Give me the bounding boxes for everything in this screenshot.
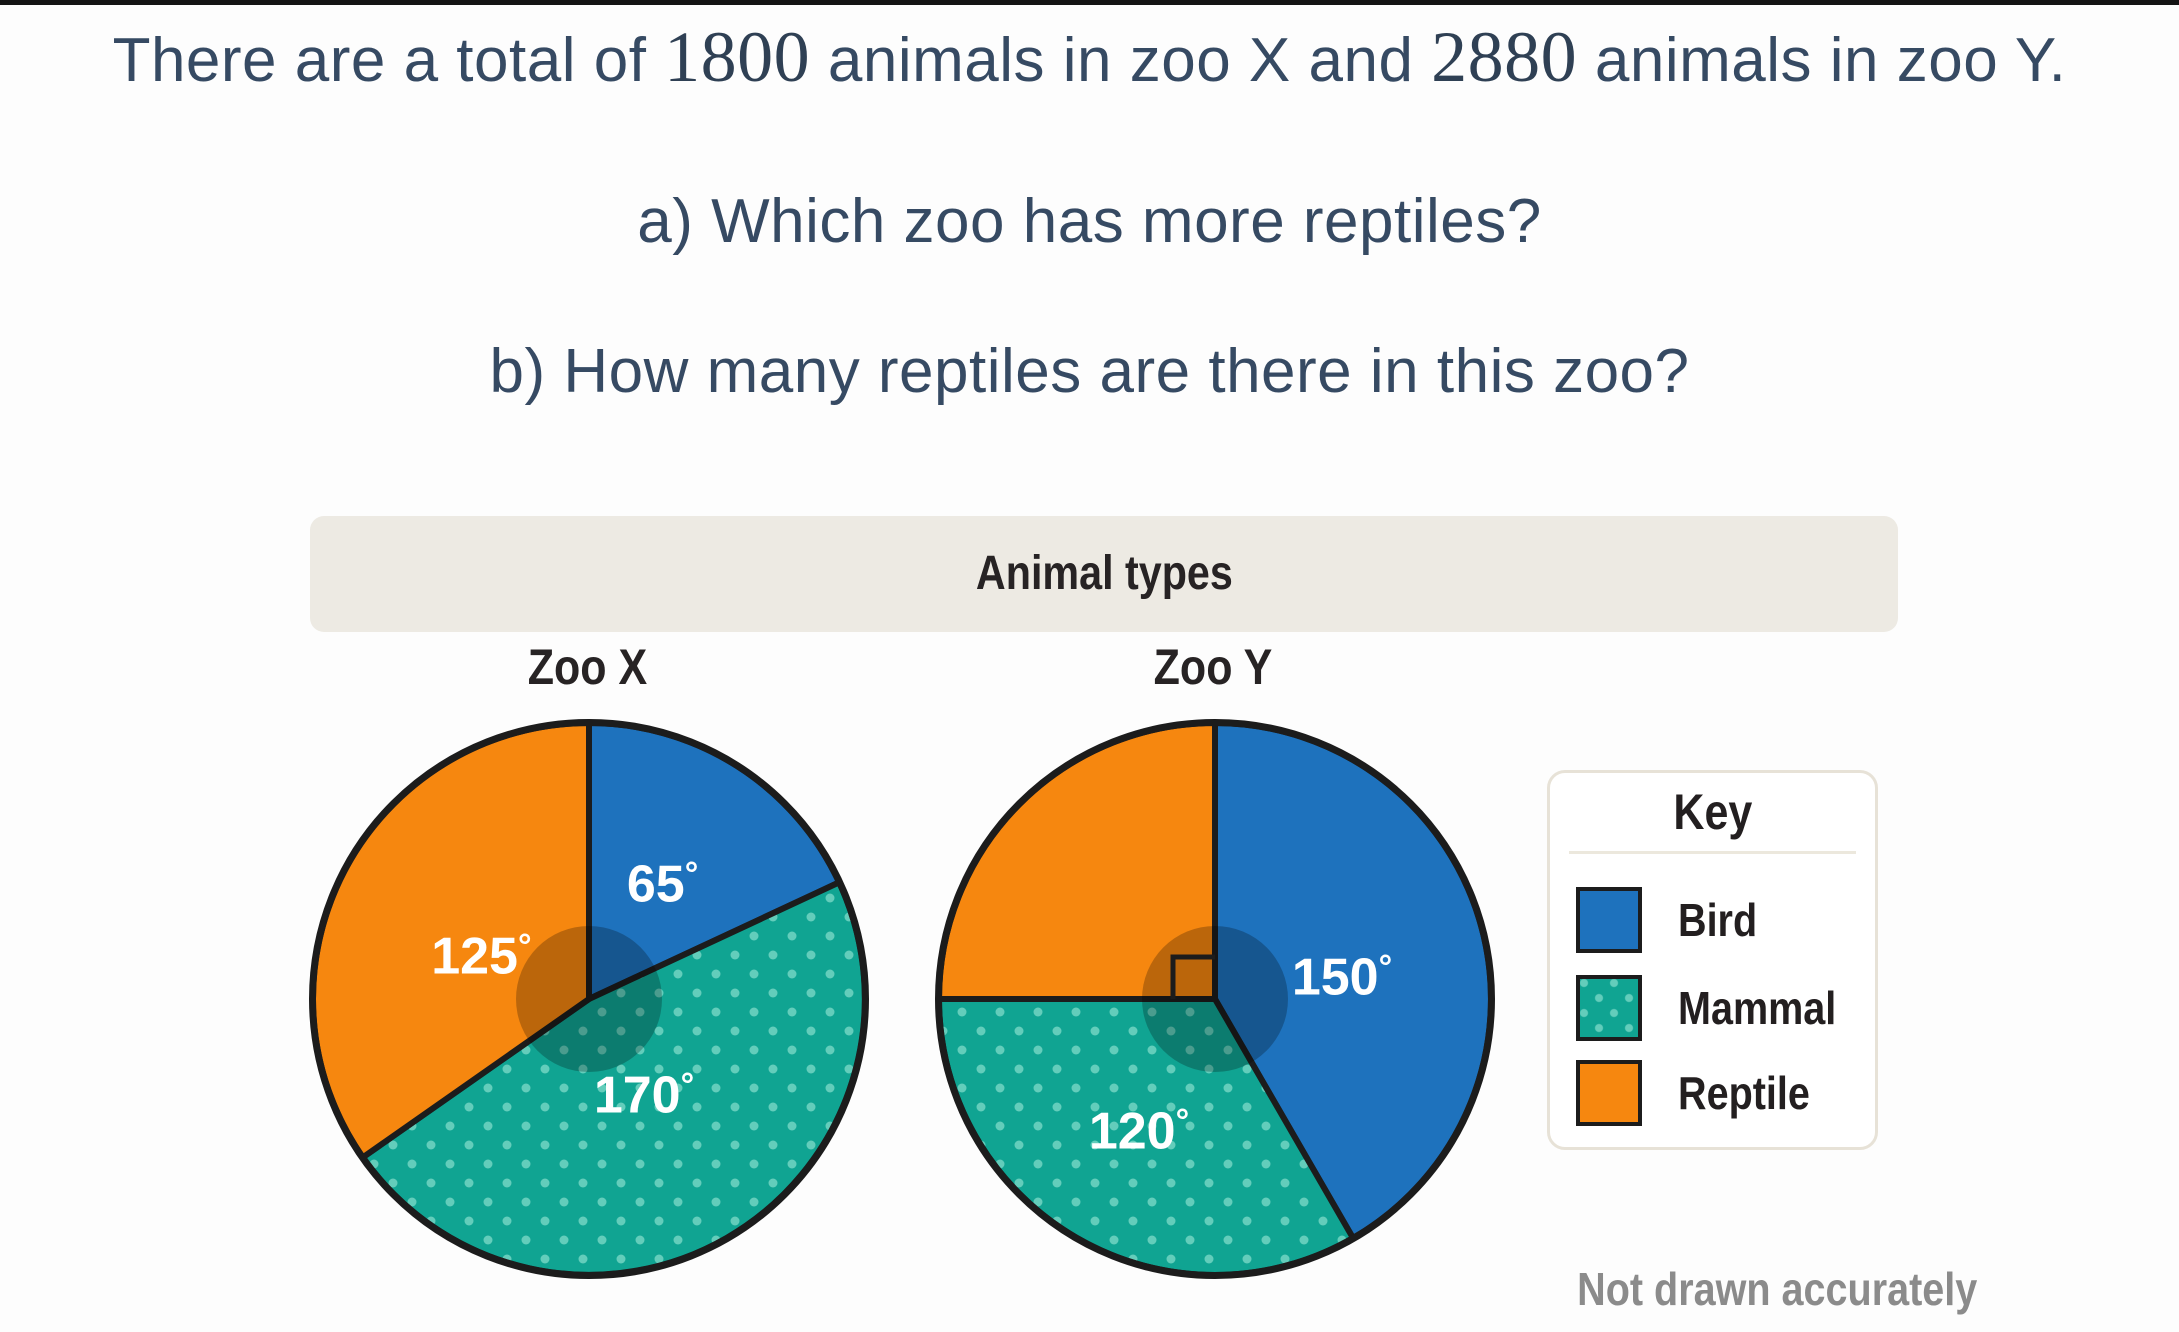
slice-angle-label-mammal: 170° [594, 1066, 694, 1124]
question-a: a) Which zoo has more reptiles? [637, 187, 1542, 256]
pie-title-zoo-y: Zoo Y [1153, 639, 1273, 695]
intro-text: There are a total of 1800 animals in zoo… [0, 16, 2179, 99]
mammal-label: Mammal [1678, 982, 1837, 1034]
pie-title-zoo-x: Zoo X [527, 639, 647, 695]
pie-chart-zoo-x: 65° 170° 125° [309, 719, 869, 1279]
pie-chart-zoo-y: 150° 120° [935, 719, 1495, 1279]
question-b: b) How many reptiles are there in this z… [489, 337, 1690, 406]
mammal-swatch [1576, 975, 1642, 1041]
legend-row-bird: Bird [1576, 887, 1770, 953]
slice-angle-label-bird: 150° [1292, 949, 1392, 1007]
pie-outline [309, 719, 869, 1279]
chart-title-band: Animal types [310, 516, 1898, 632]
right-angle-marker [1170, 954, 1215, 999]
legend-row-reptile: Reptile [1576, 1060, 1831, 1126]
legend-row-mammal: Mammal [1576, 975, 1862, 1041]
top-border [0, 0, 2179, 5]
bird-swatch [1576, 887, 1642, 953]
legend-box: Key Bird Mammal Reptile [1547, 770, 1878, 1150]
chart-title: Animal types [975, 547, 1233, 600]
intro-part2: animals in zoo X and [810, 26, 1432, 95]
angle-arc-overlay [516, 926, 662, 1072]
zoo-y-total: 2880 [1431, 17, 1578, 97]
reptile-swatch [1576, 1060, 1642, 1126]
legend-divider [1569, 851, 1856, 854]
intro-part3: animals in zoo Y. [1577, 26, 2067, 95]
slice-angle-label-reptile: 125° [431, 928, 531, 986]
zoo-x-total: 1800 [664, 17, 811, 97]
pie-outline [935, 719, 1495, 1279]
angle-arc-overlay [1142, 926, 1288, 1072]
slice-angle-label-bird: 65° [627, 856, 698, 914]
intro-part1: There are a total of [112, 26, 665, 95]
accuracy-note: Not drawn accurately [1576, 1263, 1977, 1315]
slice-angle-label-mammal: 120° [1089, 1103, 1189, 1161]
legend-title: Key [1673, 784, 1752, 840]
reptile-label: Reptile [1678, 1067, 1810, 1119]
bird-label: Bird [1678, 894, 1758, 946]
